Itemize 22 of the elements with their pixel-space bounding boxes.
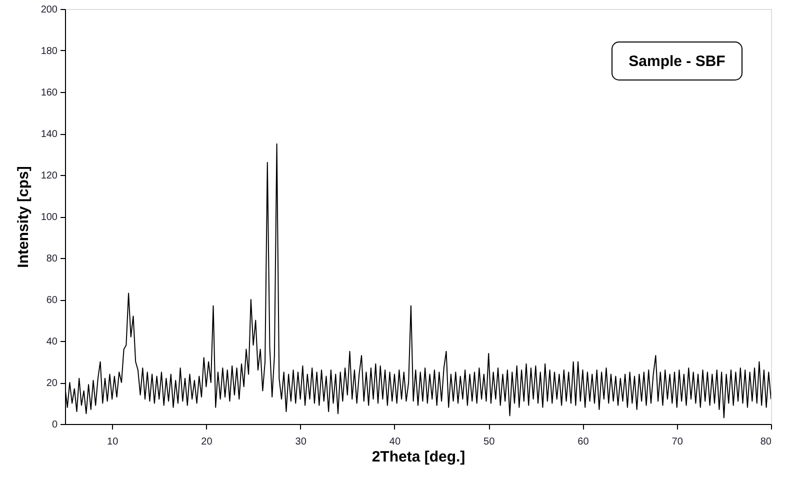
y-tick-label: 140 (40, 129, 58, 140)
y-tick-label: 200 (40, 4, 58, 16)
y-tick-label: 120 (40, 170, 58, 182)
y-axis-title: Intensity [cps] (14, 166, 32, 268)
x-tick-label: 40 (389, 436, 401, 448)
y-tick-label: 60 (46, 295, 58, 306)
annotation: Sample - SBF (628, 53, 726, 70)
x-tick-label: 80 (760, 436, 772, 448)
x-tick-label: 30 (295, 436, 307, 448)
y-tick-label: 160 (40, 88, 58, 98)
y-tick-label: 40 (46, 336, 58, 348)
y-tick-label: 0 (52, 420, 58, 430)
x-tick-label: 20 (201, 436, 213, 448)
y-tick-label: 100 (40, 212, 58, 223)
y-tick-label: 80 (46, 254, 58, 264)
x-tick-label: 10 (107, 436, 119, 448)
x-tick-label: 70 (672, 436, 684, 448)
x-tick-label: 60 (578, 436, 590, 448)
y-tick-label: 180 (40, 46, 58, 57)
x-axis-title: 2Theta [deg.] (372, 448, 466, 466)
x-tick-label: 50 (484, 436, 496, 448)
y-tick-label: 20 (46, 378, 58, 389)
